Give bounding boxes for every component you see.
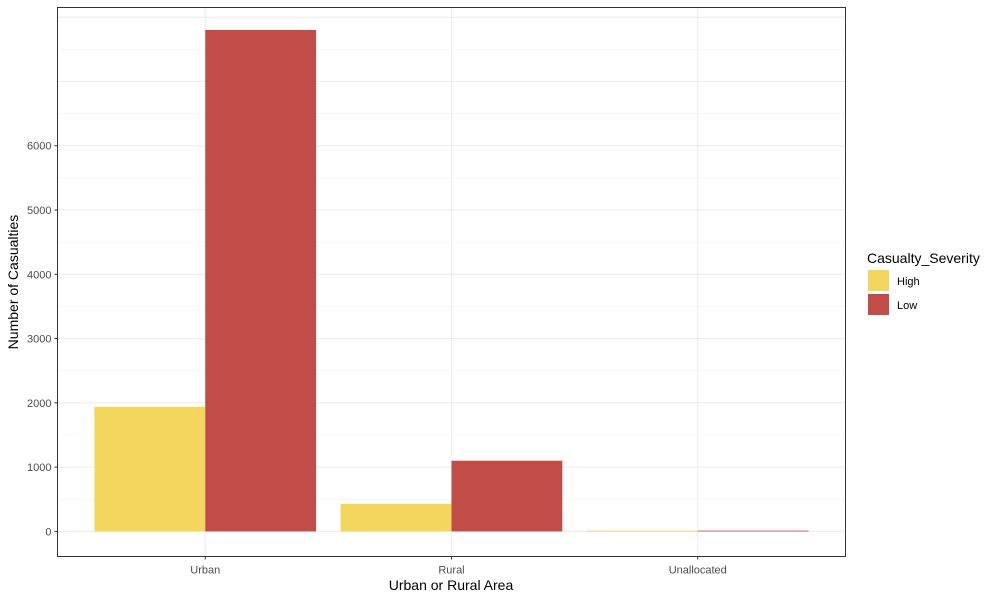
legend-label-high: High <box>897 276 920 288</box>
y-axis-title: Number of Casualties <box>5 215 21 350</box>
bars <box>94 30 809 532</box>
bar-low-urban <box>205 30 317 532</box>
x-axis-title: Urban or Rural Area <box>389 577 514 593</box>
legend-title: Casualty_Severity <box>867 250 980 266</box>
x-tick-label: Unallocated <box>669 565 727 577</box>
y-axis-ticks: 0 1000 2000 3000 4000 5000 6000 <box>27 141 58 538</box>
y-tick-label: 5000 <box>27 205 51 217</box>
legend: Casualty_Severity High Low <box>867 250 980 315</box>
y-tick-label: 4000 <box>27 269 51 281</box>
y-tick-label: 0 <box>45 526 51 538</box>
bar-low-unallocated <box>697 530 809 532</box>
y-tick-label: 1000 <box>27 462 51 474</box>
x-axis-ticks: Urban Rural Unallocated <box>190 556 727 577</box>
legend-label-low: Low <box>897 300 917 312</box>
legend-key-low <box>868 294 889 315</box>
bar-high-rural <box>340 503 452 532</box>
legend-key-high <box>868 270 889 291</box>
x-tick-label: Rural <box>438 565 464 577</box>
bar-low-rural <box>451 460 563 532</box>
y-tick-label: 6000 <box>27 141 51 153</box>
bar-high-urban <box>94 406 206 532</box>
x-tick-label: Urban <box>190 565 220 577</box>
bar-high-unallocated <box>586 530 698 532</box>
y-tick-label: 3000 <box>27 334 51 346</box>
y-tick-label: 2000 <box>27 398 51 410</box>
